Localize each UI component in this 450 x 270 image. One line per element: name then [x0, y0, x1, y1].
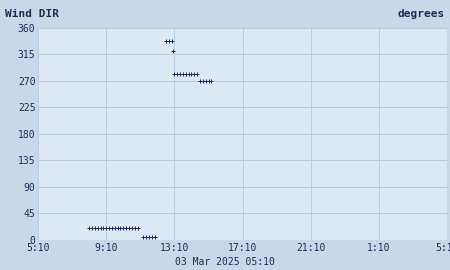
- Text: degrees: degrees: [397, 9, 445, 19]
- Text: Wind DIR: Wind DIR: [5, 9, 59, 19]
- Text: 03 Mar 2025 05:10: 03 Mar 2025 05:10: [175, 257, 275, 267]
